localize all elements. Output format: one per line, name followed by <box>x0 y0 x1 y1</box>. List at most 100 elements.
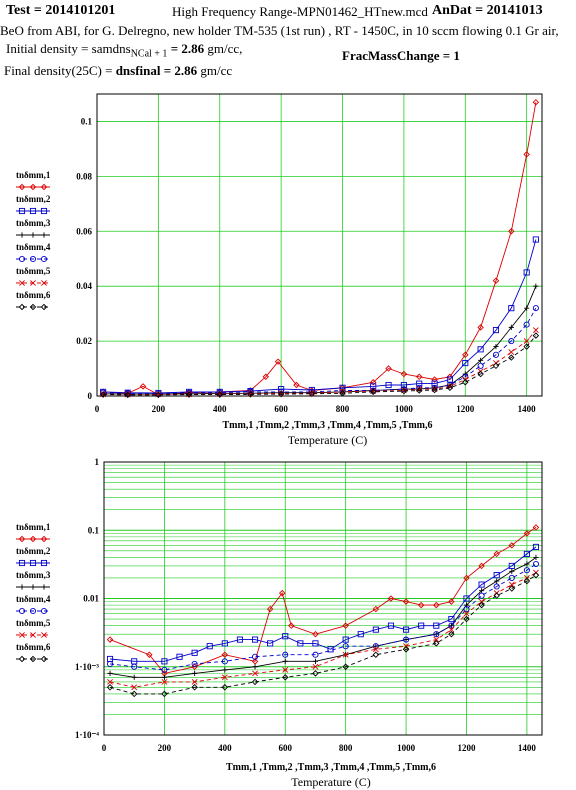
data-point <box>463 610 470 617</box>
legend-label: tnδmm,1 <box>16 170 51 180</box>
data-point <box>478 588 485 594</box>
y-tick-label: 0.1 <box>88 525 100 535</box>
data-point <box>236 636 243 643</box>
data-point <box>342 663 349 670</box>
series-line <box>109 574 537 695</box>
data-point <box>155 391 162 399</box>
legend-label: tnδmm,4 <box>16 594 51 604</box>
data-point <box>186 389 193 396</box>
x-tick-label: 0 <box>95 404 100 414</box>
frac-mass-change: FracMassChange = 1 <box>342 48 460 63</box>
data-point <box>433 622 440 629</box>
data-point <box>508 581 515 588</box>
data-point <box>524 305 530 311</box>
data-point <box>282 666 289 673</box>
data-point <box>523 269 530 276</box>
series-1 <box>99 98 540 398</box>
legend-marker <box>18 607 26 615</box>
y-tick-label: 0.06 <box>76 226 92 236</box>
legend: tnδmm,1 tnδmm,2 tnδmm,3 tnδmm,4 tnδmm,5 tnδmm… <box>16 522 51 663</box>
data-point <box>155 390 162 397</box>
data-point <box>478 581 485 588</box>
data-point <box>403 626 410 633</box>
data-point <box>493 583 500 590</box>
data-point <box>131 674 137 680</box>
legend-marker <box>29 183 37 191</box>
x-tick-label: 1200 <box>456 404 475 414</box>
data-point <box>387 622 395 629</box>
data-point <box>532 98 540 106</box>
legend-label: tnδmm,4 <box>16 242 51 252</box>
data-point <box>288 622 295 629</box>
series-5 <box>100 327 539 398</box>
series-line <box>109 546 537 662</box>
data-point <box>448 622 455 629</box>
x-tick-label: 800 <box>336 404 350 414</box>
legend-marker <box>29 303 37 311</box>
legend: tnδmm,1 tnδmm,2 tnδmm,3 tnδmm,4 tnδmm,5 tnδmm… <box>16 170 51 311</box>
data-point <box>523 151 530 158</box>
data-point <box>266 605 274 613</box>
data-point <box>433 636 440 643</box>
data-point <box>387 595 395 602</box>
legend-marker <box>29 655 37 663</box>
data-point <box>478 562 485 570</box>
data-point <box>416 373 423 381</box>
data-point <box>251 653 259 660</box>
x-tick-label: 200 <box>158 743 172 753</box>
legend-marker <box>40 655 48 663</box>
legend-label: tnδmm,5 <box>16 618 51 628</box>
data-point <box>418 622 425 629</box>
data-point <box>251 658 259 665</box>
legend-label: tnδmm,6 <box>16 642 51 652</box>
data-point <box>416 387 423 394</box>
data-point <box>385 381 392 389</box>
data-point <box>308 388 315 395</box>
data-point <box>492 327 500 334</box>
series-4 <box>100 305 539 397</box>
data-point <box>494 578 500 584</box>
data-point <box>282 658 288 664</box>
x-tick-label: 400 <box>213 404 227 414</box>
x-tick-label: 1400 <box>518 404 537 414</box>
data-point <box>446 384 454 392</box>
data-point <box>222 667 228 673</box>
legend-marker <box>40 255 48 263</box>
series-line <box>109 557 537 678</box>
legend-marker <box>29 535 37 543</box>
x-tick-label: 0 <box>102 743 107 753</box>
data-point <box>369 388 377 396</box>
data-point <box>508 305 515 312</box>
data-point <box>493 572 500 579</box>
description: BeO from ABI, for G. Delregno, new holde… <box>0 23 559 38</box>
data-point <box>107 670 113 676</box>
legend-marker <box>18 535 26 543</box>
legend-marker <box>29 559 37 567</box>
x-tick-label: 1400 <box>518 743 537 753</box>
series-3 <box>100 283 539 397</box>
data-point <box>221 640 228 647</box>
data-point <box>191 678 198 685</box>
data-point <box>282 674 289 681</box>
grid <box>96 94 542 397</box>
data-point <box>192 670 198 676</box>
data-point <box>372 605 380 613</box>
legend-label: tnδmm,3 <box>16 218 51 228</box>
legend-marker <box>18 255 26 263</box>
legend-marker <box>40 559 48 567</box>
legend-marker <box>30 632 36 638</box>
data-point <box>462 379 469 386</box>
data-point <box>532 332 540 339</box>
series-line <box>103 102 537 396</box>
data-point <box>532 524 540 531</box>
data-point <box>532 560 540 568</box>
legend-marker <box>40 535 48 543</box>
data-point <box>176 653 183 660</box>
legend-marker <box>29 255 37 263</box>
data-point <box>477 324 484 331</box>
data-point <box>402 598 410 605</box>
legend-marker <box>30 280 36 286</box>
legend-label: tnδmm,6 <box>16 290 51 300</box>
x-tick-label: 600 <box>278 743 292 753</box>
data-point <box>161 674 168 680</box>
